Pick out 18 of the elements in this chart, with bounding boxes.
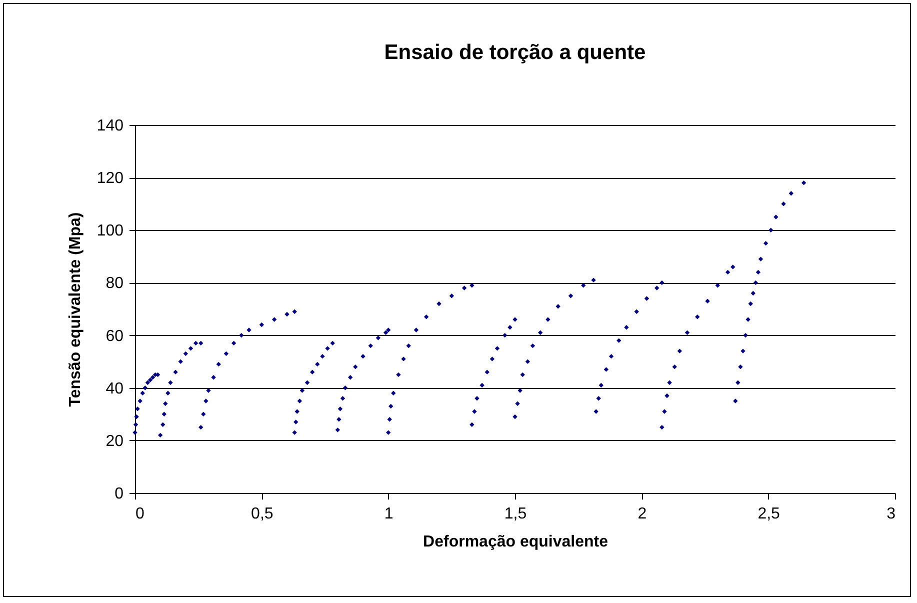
y-tick-label: 0 xyxy=(114,486,124,502)
x-axis-title: Deformação equivalente xyxy=(423,534,608,550)
y-tick-label: 60 xyxy=(106,328,124,345)
y-tick-label: 120 xyxy=(96,170,124,188)
x-tick-label: 1 xyxy=(384,506,394,522)
x-tick-label: 2,5 xyxy=(758,506,780,522)
x-tick-label: 3 xyxy=(886,506,896,522)
y-tick-label: 100 xyxy=(96,222,124,240)
x-tick-label: 0,5 xyxy=(251,506,274,522)
y-tick-label: 140 xyxy=(96,118,124,134)
y-tick-label: 20 xyxy=(106,432,124,450)
x-tick-label: 1,5 xyxy=(504,506,527,522)
x-tick-label: 2 xyxy=(638,506,647,522)
y-axis-title: Tensão equivalente (Mpa) xyxy=(66,212,84,407)
y-tick-label: 80 xyxy=(106,275,124,292)
chart-title: Ensaio de torção a quente xyxy=(384,41,646,64)
y-tick-label: 40 xyxy=(106,380,124,398)
x-tick-label: 0 xyxy=(136,506,144,522)
